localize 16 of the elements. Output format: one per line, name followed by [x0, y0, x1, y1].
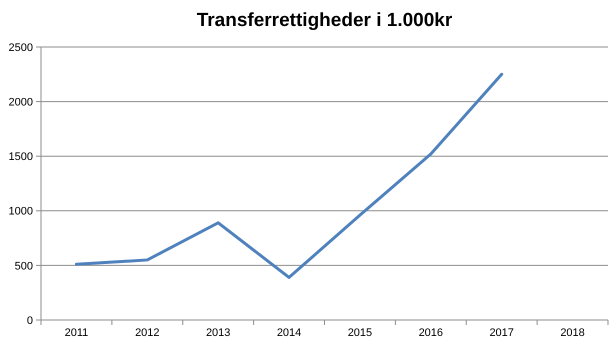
x-tick-label: 2013 — [206, 327, 230, 339]
x-tick-label: 2015 — [348, 327, 372, 339]
x-tick-label: 2011 — [64, 327, 88, 339]
y-tick-label: 2000 — [8, 96, 33, 108]
line-series — [74, 72, 504, 279]
x-tick-label: 2017 — [489, 327, 514, 339]
chart-title: Transferrettigheder i 1.000kr — [196, 10, 453, 31]
x-tick-label: 2012 — [135, 327, 160, 339]
x-tick-label: 2018 — [560, 327, 585, 339]
y-tick-label: 500 — [14, 260, 33, 272]
y-tick-label: 1000 — [8, 206, 33, 218]
y-tick-label: 0 — [26, 314, 33, 327]
y-tick-label: 1500 — [8, 151, 33, 164]
x-tick-label: 2016 — [418, 327, 444, 339]
y-tick-label: 2500 — [8, 42, 33, 54]
x-tick-label: 2014 — [276, 327, 302, 339]
